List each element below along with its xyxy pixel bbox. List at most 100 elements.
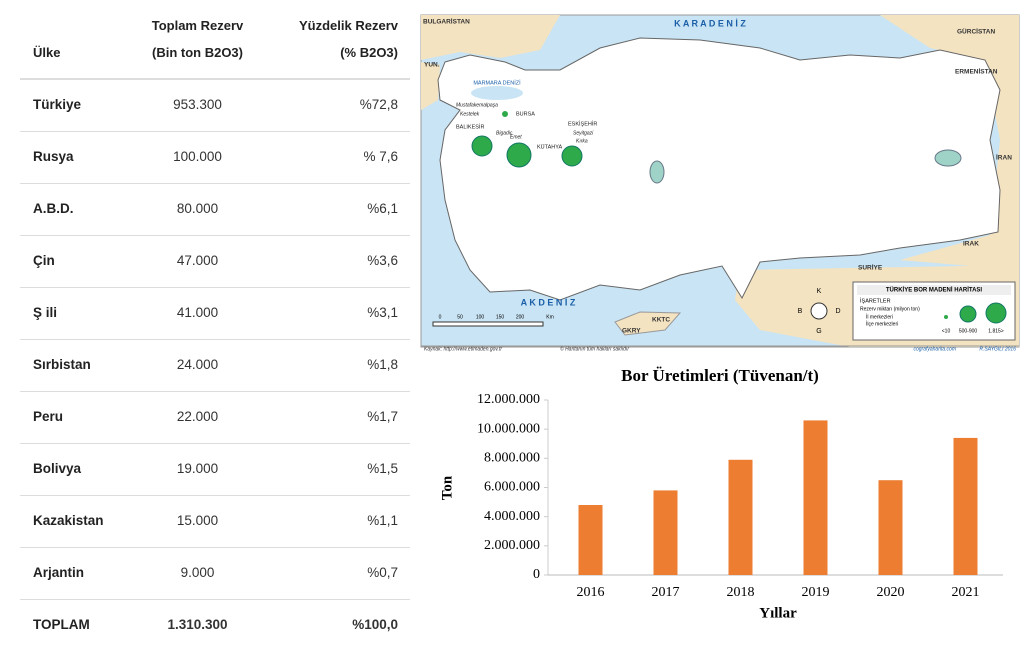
cell: %6,1 — [367, 201, 398, 216]
cell: Arjantin — [33, 565, 85, 580]
header-cell: Yüzdelik Rezerv — [299, 18, 398, 33]
cell: %1,1 — [367, 513, 398, 528]
map-label: B — [798, 308, 803, 315]
lake-tuz — [649, 160, 665, 184]
table-row: Kazakistan 15.000 %1,1 — [20, 496, 410, 548]
map-label: 50 — [457, 314, 463, 320]
cell: %3,6 — [367, 253, 398, 268]
cell: %72,8 — [359, 97, 398, 112]
map-label: İlçe merkezleri — [866, 320, 898, 327]
map-label: Rezerv miktarı (milyon ton) — [860, 306, 920, 312]
table-row: Sırbistan 24.000 %1,8 — [20, 340, 410, 392]
mine-marker — [506, 142, 532, 168]
map-label: Mustafakemalpaşa — [456, 102, 498, 108]
land-nw — [421, 15, 560, 60]
map-label: Emet — [510, 134, 522, 140]
y-tick-label: 12.000.000 — [477, 392, 540, 407]
map-label: cografyaharita.com — [913, 346, 956, 352]
compass — [810, 302, 828, 320]
x-tick-label: 2020 — [877, 585, 905, 600]
map-label: Km — [546, 314, 554, 320]
scale-bar — [432, 321, 544, 327]
cell: 15.000 — [176, 513, 219, 528]
map-label: 500-900 — [959, 328, 978, 334]
header-cell: (% B2O3) — [340, 45, 398, 60]
table-row: Arjantin 9.000 %0,7 — [20, 548, 410, 600]
legend-symbol — [944, 315, 948, 319]
x-tick-label: 2019 — [802, 585, 830, 600]
map-label: <10 — [942, 328, 951, 334]
table-row: Ş ili 41.000 %3,1 — [20, 288, 410, 340]
header-cell: Ülke — [33, 45, 61, 60]
map-label: SURİYE — [858, 264, 883, 272]
table-row: Bolivya 19.000 %1,5 — [20, 444, 410, 496]
map-label: YUN. — [424, 62, 440, 69]
map-label: K A R A D E N İ Z — [674, 18, 746, 28]
cell: %3,1 — [367, 305, 398, 320]
total-cell: 1.310.300 — [167, 617, 228, 632]
cell: 9.000 — [180, 565, 215, 580]
map-label: TÜRKİYE BOR MADENİ HARİTASI — [886, 287, 983, 294]
land-w — [421, 62, 440, 110]
map-label: G — [816, 328, 821, 335]
lake-van — [934, 149, 962, 167]
cell: %1,7 — [367, 409, 398, 424]
reserve-table: Ülke Toplam Rezerv (Bin ton B2O3) Yüzdelik … — [20, 0, 410, 651]
cell: 100.000 — [173, 149, 222, 164]
cell: %0,7 — [367, 565, 398, 580]
bar — [728, 459, 753, 575]
x-tick-label: 2018 — [727, 585, 755, 600]
map-label: Kırka — [576, 138, 588, 144]
legend-symbol — [959, 305, 977, 323]
map-label: ESKİŞEHİR — [568, 120, 597, 127]
cell: %1,5 — [367, 461, 398, 476]
header-cell: (Bin ton B2O3) — [152, 45, 243, 60]
map-label: KÜTAHYA — [537, 143, 562, 150]
map-label: Seyitgazi — [573, 130, 594, 136]
cell: A.B.D. — [33, 201, 74, 216]
map-label: BULGARİSTAN — [423, 18, 470, 26]
cyprus — [614, 311, 682, 336]
cell: Bolivya — [33, 461, 82, 476]
mine-marker — [561, 145, 583, 167]
y-tick-label: 0 — [533, 567, 540, 582]
cell: Rusya — [33, 149, 74, 164]
map-label: IRAK — [963, 241, 979, 248]
map-label: R.SAYGILI 2016 — [979, 346, 1016, 352]
map-label: MARMARA DENİZİ — [473, 79, 521, 86]
y-tick-label: 2.000.000 — [484, 538, 540, 553]
bar — [803, 420, 828, 575]
map-label: Kestelek — [460, 111, 480, 117]
cell: Kazakistan — [33, 513, 104, 528]
bar — [953, 437, 978, 575]
legend-symbol — [985, 302, 1007, 324]
map-label: BALIKESİR — [456, 123, 484, 130]
cell: 80.000 — [176, 201, 219, 216]
map-label: 200 — [516, 314, 525, 320]
total-row: TOPLAM 1.310.300 %100,0 — [20, 600, 410, 651]
map-label: İRAN — [996, 154, 1012, 162]
map-label: BURSA — [516, 111, 535, 117]
map-label: Kaynak: http://www.etimaden.gov.tr — [424, 346, 502, 352]
cell: 47.000 — [176, 253, 219, 268]
bar — [578, 505, 603, 575]
y-tick-label: 6.000.000 — [484, 480, 540, 495]
map-label: İl merkezleri — [866, 313, 893, 320]
y-axis-label: Ton — [439, 475, 455, 500]
map-label: GÜRCİSTAN — [957, 27, 995, 36]
y-tick-label: 10.000.000 — [477, 421, 540, 436]
cell: 953.300 — [173, 97, 222, 112]
cell: % 7,6 — [363, 149, 398, 164]
x-axis-label: Yıllar — [759, 605, 797, 621]
bar — [878, 480, 903, 575]
table-row: Peru 22.000 %1,7 — [20, 392, 410, 444]
table-row: Rusya 100.000 % 7,6 — [20, 132, 410, 184]
table-row: A.B.D. 80.000 %6,1 — [20, 184, 410, 236]
cell: 24.000 — [176, 357, 219, 372]
map-label: 150 — [496, 314, 505, 320]
mine-marker — [502, 111, 508, 117]
map-label: 0 — [439, 314, 442, 320]
cell: Türkiye — [33, 97, 82, 112]
marmara — [471, 86, 523, 100]
